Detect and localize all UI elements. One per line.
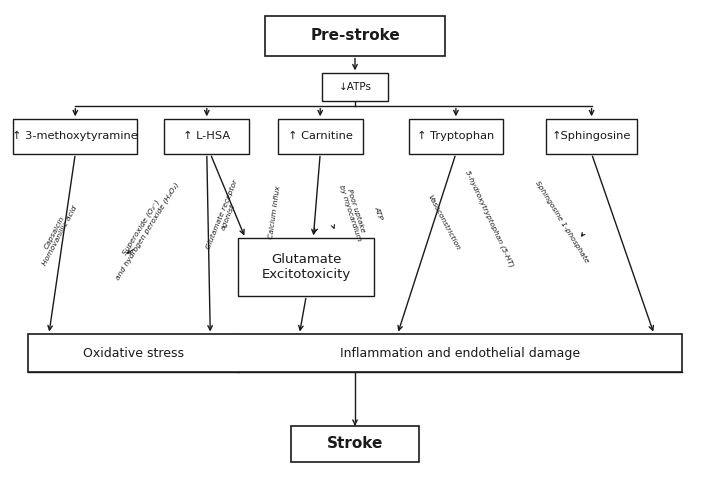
Bar [239, 238, 374, 296]
Bar [278, 119, 363, 154]
Text: Glutamate
Excitotoxicity: Glutamate Excitotoxicity [262, 253, 351, 281]
Bar [547, 119, 637, 154]
Text: Calcium Influx: Calcium Influx [268, 185, 282, 239]
Text: ↑ L-HSA: ↑ L-HSA [183, 131, 230, 142]
Text: 5-hydroxytryptophan (5-HT): 5-hydroxytryptophan (5-HT) [464, 170, 515, 268]
Bar [13, 119, 137, 154]
Text: Sphingosine 1-phosphate: Sphingosine 1-phosphate [534, 180, 589, 264]
Text: Superoxide (O₂⁻)
and hydrogen peroxide (H₂O₂): Superoxide (O₂⁻) and hydrogen peroxide (… [108, 178, 180, 282]
Text: ATP: ATP [373, 205, 383, 221]
Bar [322, 73, 388, 101]
Text: Capsaicin
Homovanillic acid: Capsaicin Homovanillic acid [36, 202, 79, 267]
Bar [28, 334, 682, 372]
Text: Poor uptake
by myocardium: Poor uptake by myocardium [337, 182, 368, 242]
Text: ↑ 3-methoxytyramine: ↑ 3-methoxytyramine [12, 131, 138, 142]
Text: ↑ Carnitine: ↑ Carnitine [288, 131, 353, 142]
Text: Glutamate receptor
agonist: Glutamate receptor agonist [205, 179, 245, 252]
Bar [290, 426, 420, 462]
Text: ↑ Tryptophan: ↑ Tryptophan [417, 131, 495, 142]
Text: Vasoconstriction: Vasoconstriction [427, 194, 462, 251]
Bar [164, 119, 249, 154]
Text: Stroke: Stroke [327, 436, 383, 451]
Bar [409, 119, 503, 154]
Text: Oxidative stress: Oxidative stress [82, 346, 184, 360]
Text: ↑Sphingosine: ↑Sphingosine [552, 131, 631, 142]
Text: Inflammation and endothelial damage: Inflammation and endothelial damage [340, 346, 580, 360]
Text: ↓ATPs: ↓ATPs [339, 82, 371, 92]
Bar [265, 17, 445, 56]
Text: Pre-stroke: Pre-stroke [310, 28, 400, 43]
